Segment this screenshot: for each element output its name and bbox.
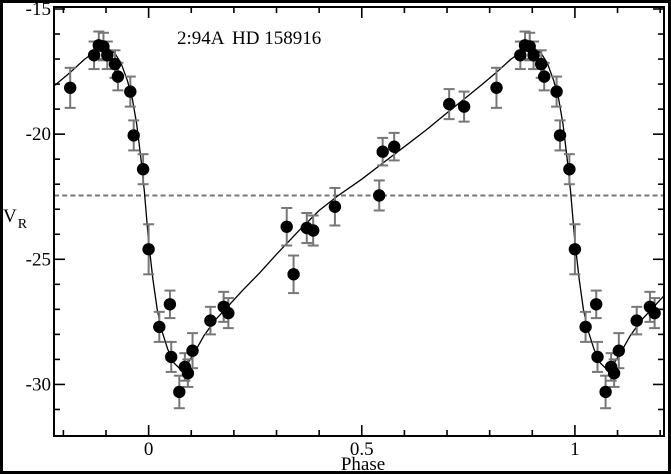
y-axis-label: VR bbox=[3, 206, 28, 232]
data-point bbox=[173, 385, 186, 399]
data-point bbox=[63, 81, 77, 95]
data-point bbox=[457, 100, 471, 113]
y-tick-label: -25 bbox=[26, 249, 51, 270]
x-tick-label: 0.5 bbox=[350, 439, 374, 460]
y-tick-label: -30 bbox=[26, 374, 51, 395]
data-point bbox=[307, 224, 320, 237]
data-point bbox=[165, 350, 178, 364]
data-point bbox=[124, 85, 137, 98]
data-point bbox=[287, 268, 300, 281]
data-point bbox=[153, 320, 166, 334]
data-point bbox=[599, 385, 612, 399]
data-point bbox=[612, 344, 625, 357]
plot-title-code: 2:94A bbox=[177, 28, 225, 49]
data-point bbox=[142, 243, 155, 256]
data-point bbox=[568, 243, 582, 256]
data-point bbox=[111, 70, 125, 83]
data-point bbox=[535, 57, 548, 71]
data-point bbox=[101, 49, 114, 62]
data-point bbox=[181, 367, 195, 380]
data-point bbox=[388, 140, 401, 153]
data-point bbox=[591, 350, 604, 364]
data-point bbox=[630, 314, 643, 327]
y-tick-label: -15 bbox=[26, 0, 51, 20]
x-tick-label: 0 bbox=[144, 439, 154, 460]
plot-title-star: HD 158916 bbox=[232, 28, 321, 49]
fit-curve bbox=[574, 241, 663, 371]
data-point bbox=[373, 189, 386, 202]
data-point bbox=[222, 306, 235, 320]
data-point bbox=[376, 145, 389, 158]
data-point bbox=[186, 344, 199, 357]
data-point bbox=[563, 163, 576, 176]
data-point bbox=[538, 70, 551, 83]
data-point bbox=[579, 320, 592, 334]
x-tick-label: 1 bbox=[570, 439, 580, 460]
data-point bbox=[607, 367, 621, 380]
data-point bbox=[590, 298, 603, 311]
plot-frame bbox=[53, 6, 665, 437]
data-layer bbox=[55, 30, 663, 410]
data-point bbox=[127, 129, 140, 142]
data-point bbox=[553, 129, 567, 142]
data-point bbox=[648, 306, 661, 320]
data-point bbox=[443, 97, 456, 111]
data-point bbox=[204, 314, 217, 327]
data-point bbox=[550, 85, 563, 98]
data-point bbox=[108, 57, 122, 71]
data-point bbox=[87, 49, 101, 62]
data-point bbox=[280, 220, 293, 233]
x-axis-label: Phase bbox=[341, 454, 385, 474]
data-point bbox=[163, 298, 177, 311]
data-point bbox=[514, 49, 527, 62]
data-point bbox=[328, 200, 342, 213]
data-point bbox=[136, 163, 150, 176]
data-point bbox=[490, 81, 503, 95]
y-tick-label: -20 bbox=[26, 124, 51, 145]
data-point bbox=[527, 49, 540, 62]
